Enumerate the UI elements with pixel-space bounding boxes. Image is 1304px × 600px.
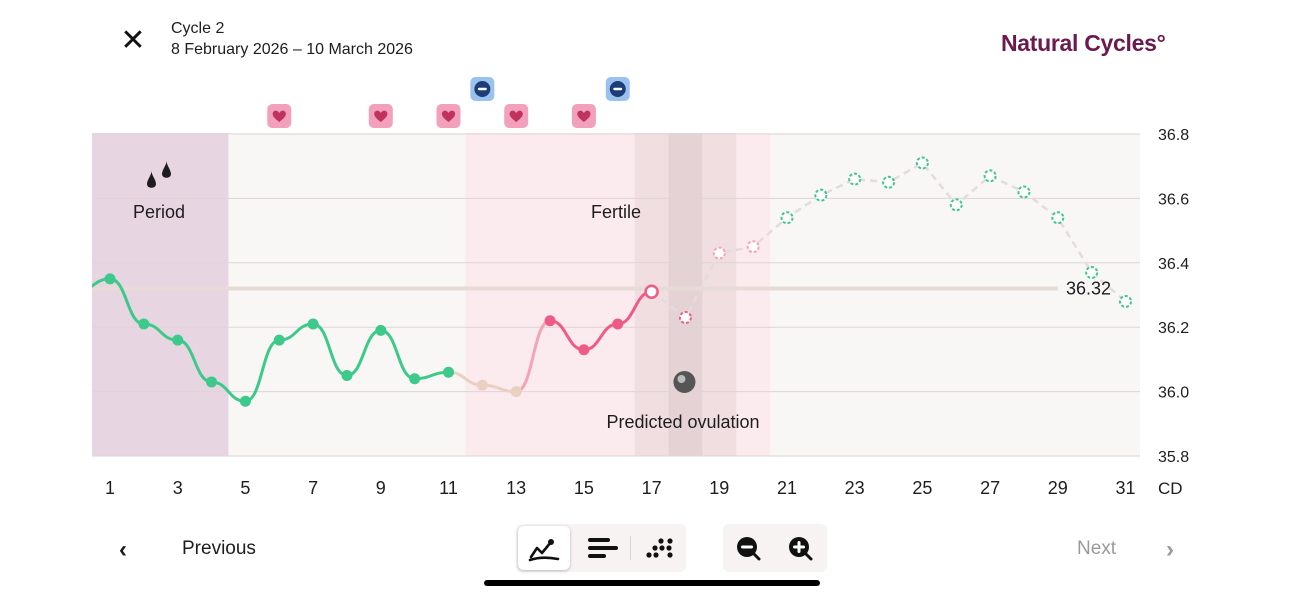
- x-tick-label: 11: [439, 478, 458, 498]
- temperature-point: [273, 334, 285, 346]
- predicted-temperature-point: [1119, 294, 1132, 308]
- temperature-point: [206, 376, 218, 388]
- lh-test-negative-icon: [605, 77, 630, 101]
- y-tick-label: 36.0: [1158, 385, 1189, 402]
- x-tick-label: 5: [240, 478, 250, 498]
- temperature-point: [443, 366, 454, 378]
- coverline-label: 36.32: [1066, 279, 1111, 299]
- drops-icon: [147, 161, 171, 188]
- temperature-point: [239, 395, 251, 407]
- x-tick-label: 13: [506, 478, 526, 498]
- chevron-left-icon[interactable]: ‹: [119, 536, 127, 563]
- zoom-out-icon[interactable]: [723, 524, 775, 572]
- temperature-point: [578, 344, 590, 356]
- x-tick-label: 31: [1115, 478, 1135, 498]
- predicted-temperature-point: [678, 311, 692, 325]
- predicted-temperature-point: [780, 211, 794, 225]
- bars-icon[interactable]: [576, 524, 628, 572]
- view-toggle: [516, 524, 686, 572]
- close-icon[interactable]: ✕: [120, 24, 146, 57]
- temperature-point: [138, 318, 150, 330]
- temperature-chart[interactable]: Period Fertile Predicted ovulation 36.8 3…: [0, 0, 1304, 510]
- x-tick-label: 27: [980, 478, 1000, 498]
- x-tick-label: 21: [777, 478, 797, 498]
- fertile-label: Fertile: [591, 202, 641, 222]
- predicted-ovulation-label: Predicted ovulation: [606, 412, 759, 432]
- zoom-controls: [723, 524, 827, 572]
- y-tick-label: 36.2: [1158, 320, 1189, 337]
- x-tick-label: 9: [376, 478, 386, 498]
- x-tick-label: 3: [173, 478, 183, 498]
- predicted-temperature-point: [848, 172, 862, 186]
- temperature-point: [341, 370, 353, 381]
- heart-icon: [436, 104, 461, 128]
- period-band: [92, 133, 229, 456]
- ovulation-day-band: [668, 133, 703, 456]
- predicted-temperature-point: [1085, 265, 1099, 279]
- lh-test-negative-icon: [470, 77, 495, 101]
- x-tick-label: 23: [845, 478, 865, 498]
- y-tick-label: 36.4: [1158, 256, 1189, 273]
- temperature-point: [409, 373, 421, 385]
- x-tick-label: 15: [574, 478, 594, 498]
- predicted-temperature-point: [746, 240, 760, 254]
- temperature-point: [476, 379, 488, 391]
- x-tick-label: 1: [105, 478, 115, 498]
- next-button[interactable]: Next: [1077, 538, 1117, 559]
- chart-left-mask: [0, 133, 92, 456]
- toolbar-divider: [630, 536, 631, 560]
- dots-icon[interactable]: [634, 524, 686, 572]
- egg-icon: [673, 371, 696, 393]
- heart-icon: [267, 104, 292, 128]
- cycle-name: Cycle 2: [171, 20, 225, 37]
- x-tick-label: 17: [642, 478, 662, 498]
- period-label: Period: [133, 202, 185, 222]
- predicted-temperature-point: [949, 198, 963, 212]
- temperature-point: [375, 324, 387, 336]
- predicted-temperature-point: [814, 188, 828, 202]
- predicted-temperature-point: [915, 156, 929, 170]
- x-tick-label: 7: [308, 478, 318, 498]
- y-tick-label: 36.6: [1158, 191, 1189, 208]
- heart-icon: [504, 104, 529, 128]
- today-temperature-point: [644, 284, 659, 300]
- x-tick-label: 19: [709, 478, 729, 498]
- cycle-dates: 8 February 2026 – 10 March 2026: [171, 41, 413, 58]
- line-graph-icon[interactable]: [518, 526, 570, 570]
- predicted-temperature-point: [712, 246, 726, 260]
- previous-button[interactable]: Previous: [182, 538, 256, 559]
- brand-logo: Natural Cycles°: [1001, 30, 1166, 56]
- heart-icon: [571, 104, 596, 128]
- x-tick-label: 25: [912, 478, 932, 498]
- temperature-point: [307, 318, 319, 330]
- temperature-point: [104, 273, 116, 285]
- heart-icon: [368, 104, 393, 128]
- temperature-point: [510, 386, 522, 398]
- zoom-in-icon[interactable]: [775, 524, 827, 572]
- y-tick-label: 36.8: [1158, 127, 1189, 144]
- home-indicator: [484, 580, 820, 586]
- predicted-temperature-point: [983, 169, 997, 183]
- chevron-right-icon[interactable]: ›: [1166, 536, 1174, 563]
- temperature-point: [544, 315, 556, 327]
- temperature-point: [612, 318, 624, 330]
- x-tick-label: 29: [1048, 478, 1068, 498]
- predicted-temperature-point: [1051, 211, 1065, 225]
- temperature-point: [172, 334, 184, 346]
- y-tick-label: 35.8: [1158, 449, 1189, 466]
- predicted-temperature-point: [882, 175, 896, 189]
- predicted-temperature-point: [1017, 185, 1031, 199]
- x-axis-label: CD: [1158, 479, 1183, 498]
